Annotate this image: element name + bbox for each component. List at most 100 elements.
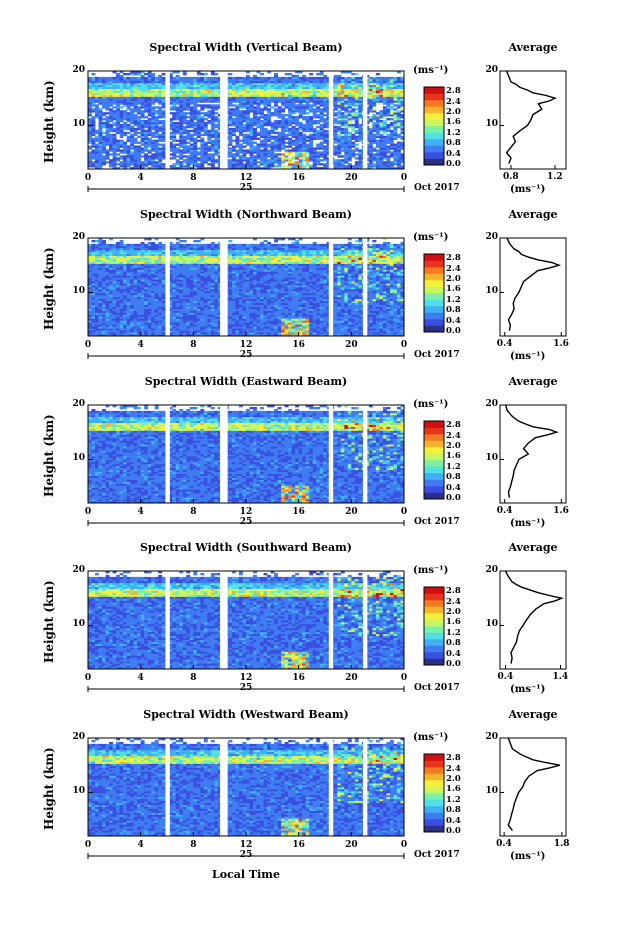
heatmap-cell [98, 265, 103, 268]
heatmap-cell [161, 271, 166, 274]
heatmap-cell [98, 314, 103, 317]
heatmap-cell [302, 133, 307, 137]
heatmap-cell [116, 292, 120, 296]
heatmap-cell [168, 263, 173, 266]
heatmap-cell [102, 277, 106, 280]
heatmap-cell [91, 133, 96, 137]
heatmap-cell [123, 310, 128, 313]
heatmap-cell [281, 141, 286, 144]
heatmap-cell [274, 155, 278, 158]
heatmap-cell [112, 118, 117, 121]
heatmap-cell [386, 163, 391, 166]
heatmap-cell [88, 110, 92, 113]
heatmap-cell [168, 149, 173, 152]
heatmap-cell [182, 102, 187, 105]
heatmap-cell [386, 139, 391, 142]
heatmap-cell [193, 94, 198, 97]
heatmap-cell [137, 277, 142, 280]
heatmap-cell [140, 296, 145, 300]
heatmap-cell [154, 285, 159, 288]
heatmap-cell [298, 135, 303, 139]
heatmap-cell [91, 123, 96, 127]
heatmap-cell [396, 145, 401, 148]
heatmap-cell [109, 243, 113, 247]
heatmap-cell [151, 304, 156, 307]
heatmap-cell [91, 76, 96, 80]
heatmap-cell [217, 131, 222, 135]
heatmap-cell [137, 116, 142, 119]
heatmap-cell [147, 320, 152, 323]
heatmap-cell [203, 141, 208, 144]
heatmap-cell [182, 94, 187, 97]
heatmap-cell [161, 251, 166, 255]
heatmap-cell [249, 133, 254, 137]
heatmap-cell [112, 287, 117, 290]
heatmap-cell [316, 135, 321, 139]
heatmap-cell [91, 72, 96, 76]
heatmap-cell [217, 80, 222, 84]
heatmap-cell [337, 110, 342, 113]
heatmap-cell [172, 304, 177, 307]
heatmap-cell [238, 92, 243, 95]
heatmap-cell [189, 161, 194, 164]
heatmap-cell [144, 159, 149, 162]
heatmap-cell [172, 129, 177, 133]
heatmap-cell [284, 94, 289, 97]
heatmap-cell [316, 167, 321, 170]
heatmap-cell [123, 261, 128, 264]
heatmap-cell [179, 96, 184, 99]
heatmap-cell [161, 257, 166, 260]
heatmap-cell [140, 322, 145, 325]
heatmap-cell [312, 116, 317, 119]
heatmap-cell [112, 314, 117, 317]
heatmap-cell [154, 157, 159, 160]
heatmap-cell [344, 135, 349, 139]
heatmap-cell [130, 155, 135, 158]
heatmap-cell [295, 100, 300, 103]
heatmap-cell [231, 127, 236, 131]
heatmap-cell [172, 71, 177, 74]
heatmap-cell [253, 163, 257, 166]
heatmap-cell [95, 312, 99, 315]
heatmap-cell [358, 159, 363, 162]
heatmap-cell [179, 88, 184, 91]
heatmap-cell [161, 316, 166, 319]
heatmap-cell [112, 259, 117, 262]
heatmap-cell [274, 121, 278, 125]
heatmap-cell [193, 129, 198, 133]
heatmap-cell [267, 155, 271, 158]
heatmap-cell [151, 82, 156, 86]
heatmap-cell [109, 114, 113, 117]
heatmap-cell [344, 112, 349, 115]
heatmap-cell [375, 141, 380, 144]
heatmap-cell [144, 263, 149, 266]
heatmap-cell [309, 155, 314, 158]
heatmap-cell [270, 163, 275, 166]
heatmap-cell [137, 102, 142, 105]
heatmap-cell [288, 106, 293, 109]
heatmap-cell [126, 72, 131, 76]
heatmap-cell [260, 110, 264, 113]
heatmap-cell [109, 133, 113, 137]
heatmap-cell [270, 147, 275, 150]
heatmap-cell [147, 167, 152, 170]
heatmap-cell [228, 141, 233, 144]
heatmap-cell [193, 104, 198, 107]
heatmap-cell [172, 265, 177, 268]
heatmap-cell [98, 159, 103, 162]
heatmap-cell [309, 90, 314, 93]
heatmap-cell [144, 143, 149, 146]
heatmap-cell [400, 120, 405, 123]
heatmap-cell [168, 137, 173, 140]
heatmap-cell [281, 143, 286, 146]
heatmap-cell [88, 263, 92, 266]
heatmap-cell [351, 143, 356, 146]
heatmap-cell [119, 283, 124, 286]
heatmap-cell [242, 78, 247, 82]
heatmap-cell [305, 137, 310, 140]
heatmap-cell [277, 76, 282, 80]
heatmap-cell [214, 94, 219, 97]
heatmap-cell [389, 88, 394, 91]
heatmap-cell [217, 161, 222, 164]
heatmap-cell [298, 90, 303, 93]
